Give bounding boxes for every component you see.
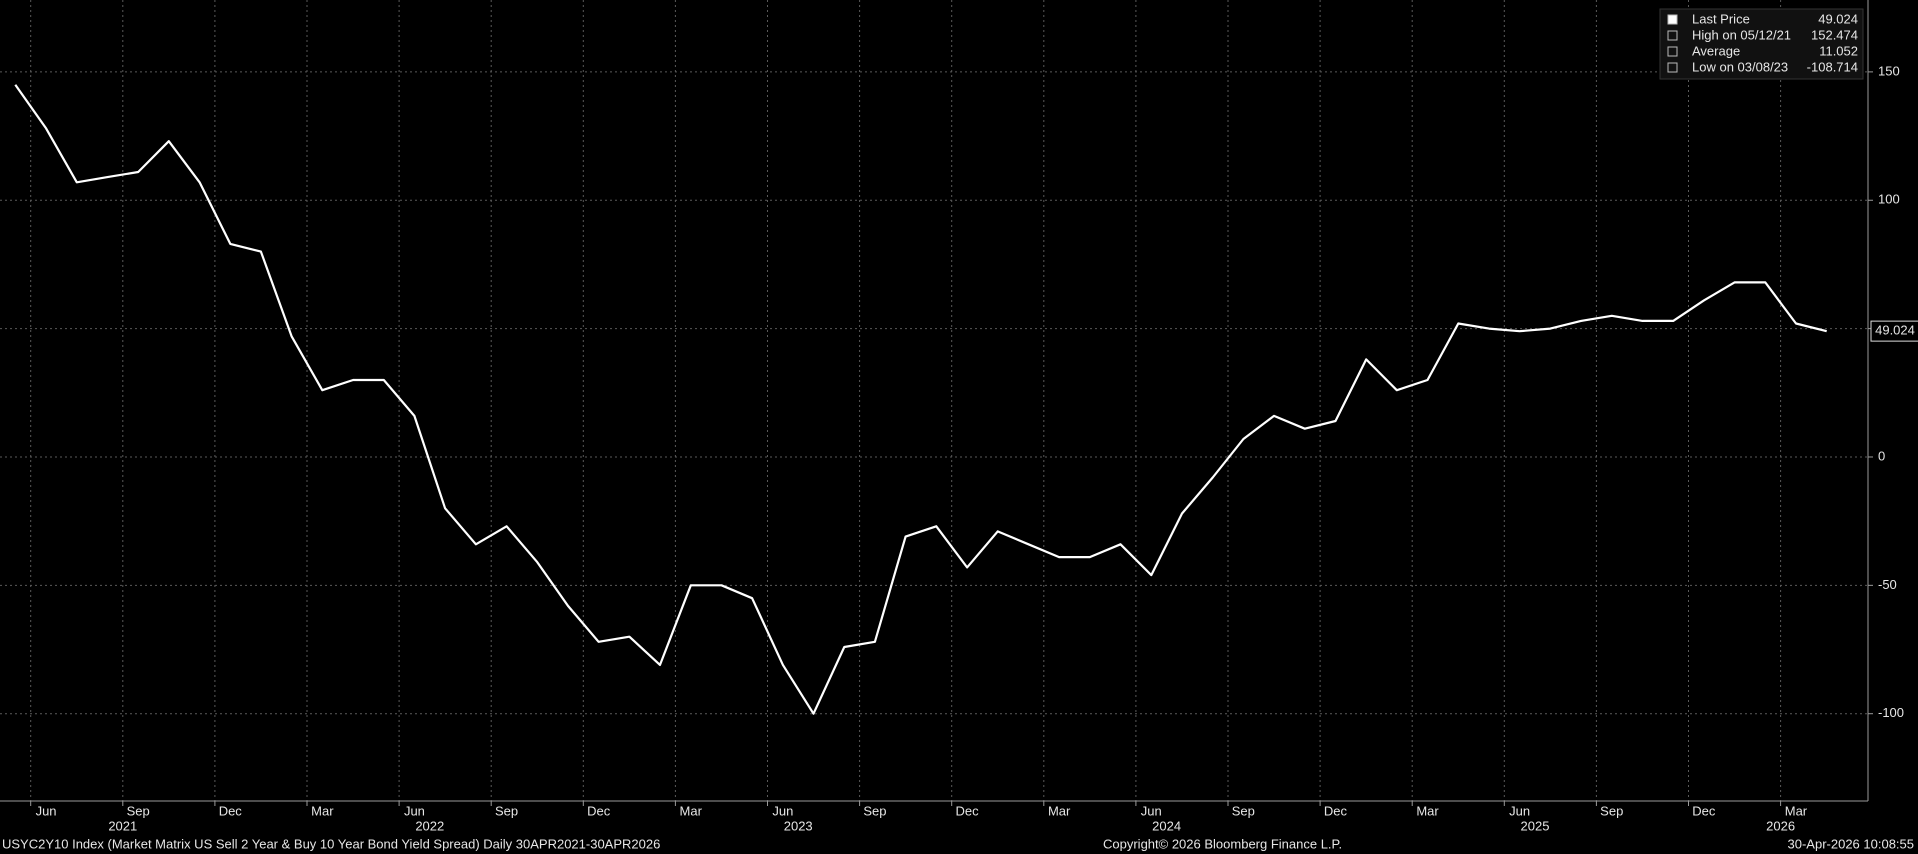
legend-label: High on 05/12/21 xyxy=(1692,27,1791,42)
legend-marker xyxy=(1667,14,1678,25)
x-tick-label: Mar xyxy=(1416,803,1439,818)
x-tick-label: Sep xyxy=(1600,803,1623,818)
legend: Last Price 49.024 High on 05/12/21 152.474 A… xyxy=(1659,8,1864,80)
footer-left: USYC2Y10 Index (Market Matrix US Sell 2 … xyxy=(2,836,660,851)
y-tick-label: 100 xyxy=(1878,192,1900,207)
legend-marker xyxy=(1667,30,1678,41)
x-tick-label: Mar xyxy=(680,803,703,818)
x-tick-label: Sep xyxy=(127,803,150,818)
legend-label: Average xyxy=(1692,43,1740,58)
footer-right: 30-Apr-2026 10:08:55 xyxy=(1788,836,1914,851)
legend-label: Last Price xyxy=(1692,11,1750,26)
y-tick-label: -50 xyxy=(1878,577,1897,592)
footer-center: Copyright© 2026 Bloomberg Finance L.P. xyxy=(1103,836,1342,851)
x-tick-label: Jun xyxy=(36,803,57,818)
y-tick-label: 0 xyxy=(1878,448,1885,463)
legend-value: 11.052 xyxy=(1819,43,1858,58)
x-tick-label: Jun xyxy=(772,803,793,818)
year-label: 2024 xyxy=(1152,818,1181,833)
legend-value: 152.474 xyxy=(1811,27,1858,42)
x-tick-label: Dec xyxy=(219,803,243,818)
x-tick-label: Jun xyxy=(404,803,425,818)
last-price-tag-label: 49.024 xyxy=(1875,323,1915,338)
year-label: 2026 xyxy=(1766,818,1795,833)
year-label: 2021 xyxy=(108,818,137,833)
x-tick-label: Sep xyxy=(863,803,886,818)
legend-value: -108.714 xyxy=(1807,59,1858,74)
legend-box xyxy=(1659,8,1864,80)
price-line xyxy=(14,84,1827,715)
x-tick-label: Dec xyxy=(955,803,979,818)
x-tick-label: Sep xyxy=(1232,803,1255,818)
x-tick-label: Jun xyxy=(1509,803,1530,818)
year-label: 2022 xyxy=(415,818,444,833)
x-tick-label: Dec xyxy=(1324,803,1348,818)
year-label: 2025 xyxy=(1521,818,1550,833)
x-tick-label: Dec xyxy=(1692,803,1716,818)
x-tick-label: Sep xyxy=(495,803,518,818)
legend-marker xyxy=(1667,46,1678,57)
x-tick-label: Mar xyxy=(1785,803,1808,818)
x-tick-label: Mar xyxy=(1048,803,1071,818)
last-price-tag xyxy=(1870,320,1918,342)
y-tick-label: 150 xyxy=(1878,63,1900,78)
legend-value: 49.024 xyxy=(1818,11,1858,26)
y-tick-label: -100 xyxy=(1878,705,1904,720)
x-tick-label: Jun xyxy=(1141,803,1162,818)
x-tick-label: Dec xyxy=(587,803,611,818)
legend-label: Low on 03/08/23 xyxy=(1692,59,1788,74)
year-label: 2023 xyxy=(784,818,813,833)
legend-marker xyxy=(1667,62,1678,73)
x-tick-label: Mar xyxy=(311,803,334,818)
